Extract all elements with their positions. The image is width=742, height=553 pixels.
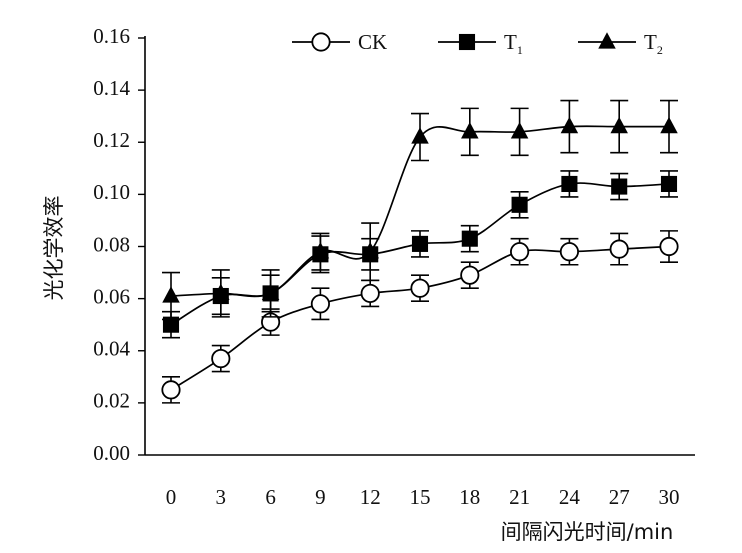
x-tick-label: 12 bbox=[360, 485, 381, 509]
y-tick-label: 0.12 bbox=[93, 128, 130, 152]
data-point bbox=[410, 278, 430, 298]
data-point bbox=[659, 236, 679, 257]
axes: 0.00 0.02 0.04 0.06 0.08 0.10 0.12 0.14 0.16 0 3 6 9… bbox=[93, 24, 695, 509]
data-point bbox=[162, 286, 180, 303]
data-point bbox=[162, 316, 180, 333]
data-point bbox=[361, 241, 379, 259]
y-tick-label: 0.08 bbox=[93, 232, 130, 256]
data-point bbox=[161, 380, 181, 400]
legend-item-ck: CK bbox=[292, 30, 387, 54]
series-line bbox=[170, 245, 670, 391]
data-point bbox=[510, 122, 529, 139]
x-tick-label: 27 bbox=[609, 485, 630, 509]
x-tick-label: 6 bbox=[265, 485, 276, 509]
data-point bbox=[461, 122, 479, 139]
data-point bbox=[411, 127, 429, 144]
legend-label: T2 bbox=[644, 30, 663, 57]
data-point bbox=[609, 239, 629, 259]
legend-marker bbox=[598, 32, 616, 49]
data-point bbox=[360, 283, 380, 303]
legend-label-subscript: 2 bbox=[657, 43, 663, 57]
data-point bbox=[610, 116, 628, 134]
data-point bbox=[510, 242, 530, 262]
x-tick-label: 18 bbox=[459, 485, 480, 509]
x-tick-label: 0 bbox=[166, 485, 177, 509]
data-point bbox=[660, 175, 678, 192]
series-t2 bbox=[162, 99, 678, 321]
legend-label-subscript: 1 bbox=[517, 43, 523, 57]
y-tick-label: 0.14 bbox=[93, 76, 130, 100]
series-ck bbox=[161, 230, 679, 404]
y-tick-label: 0.16 bbox=[93, 24, 130, 48]
data-point bbox=[310, 294, 330, 314]
x-tick-label: 9 bbox=[315, 485, 326, 509]
y-tick-label: 0.06 bbox=[93, 284, 130, 308]
legend-marker bbox=[311, 32, 331, 52]
data-point bbox=[261, 283, 280, 301]
series-t1 bbox=[162, 170, 678, 339]
x-tick-label: 30 bbox=[659, 485, 680, 509]
legend: CK T1 T2 bbox=[292, 30, 663, 57]
x-tick-label: 24 bbox=[559, 485, 581, 509]
legend-label: T1 bbox=[504, 30, 523, 57]
legend-item-t2: T2 bbox=[578, 30, 663, 57]
x-tick-label: 21 bbox=[509, 485, 530, 509]
x-axis-title: 间隔闪光时间/min bbox=[501, 520, 674, 544]
data-point bbox=[559, 242, 579, 262]
y-tick-label: 0.02 bbox=[93, 389, 130, 413]
legend-item-t1: T1 bbox=[438, 30, 523, 57]
data-point bbox=[461, 230, 478, 247]
data-point bbox=[660, 116, 678, 134]
data-point bbox=[212, 283, 230, 301]
y-tick-label: 0.10 bbox=[93, 180, 130, 204]
data-point bbox=[511, 196, 528, 213]
data-point bbox=[211, 348, 231, 369]
y-tick-label: 0.04 bbox=[93, 337, 130, 361]
x-tick-label: 3 bbox=[216, 485, 227, 509]
data-point bbox=[611, 178, 628, 195]
data-point bbox=[460, 265, 480, 285]
data-point bbox=[411, 235, 429, 252]
y-tick-label: 0.00 bbox=[93, 441, 130, 465]
data-point bbox=[560, 116, 579, 134]
data-point bbox=[561, 175, 578, 192]
series-layer bbox=[161, 99, 679, 404]
data-point bbox=[311, 241, 330, 259]
legend-label: CK bbox=[358, 30, 387, 54]
x-tick-label: 15 bbox=[410, 485, 431, 509]
y-axis-title: 光化学效率 bbox=[42, 196, 66, 301]
legend-marker bbox=[458, 33, 476, 51]
series-line bbox=[170, 125, 669, 298]
